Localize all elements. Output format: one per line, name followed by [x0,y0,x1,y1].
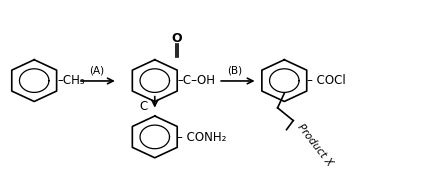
Text: (A): (A) [89,65,104,75]
Text: – COCl: – COCl [307,74,346,87]
Text: Product X: Product X [296,122,334,168]
Text: C: C [140,100,148,113]
Text: – CONH₂: – CONH₂ [177,131,227,144]
Text: O: O [172,32,182,45]
Text: (B): (B) [227,65,242,75]
Text: –CH₃: –CH₃ [58,74,86,87]
Text: –C–OH: –C–OH [177,74,215,87]
